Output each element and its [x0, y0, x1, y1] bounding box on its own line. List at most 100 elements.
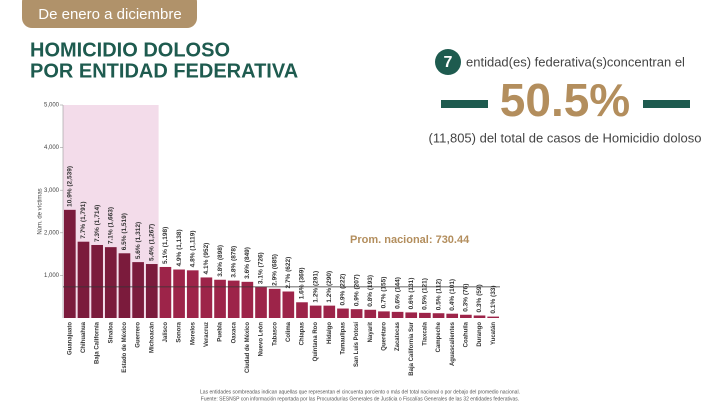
value-label: 6.5% (1,519) — [121, 213, 128, 250]
value-label: 0.9% (222) — [340, 274, 347, 306]
x-tick-label: Baja California Sur — [409, 321, 415, 375]
x-tick-label: Chihuahua — [81, 321, 87, 353]
bar — [282, 291, 295, 318]
bar — [309, 305, 322, 318]
period: De enero a diciembre — [38, 6, 181, 23]
value-label: 5.4% (1,267) — [148, 224, 155, 261]
bar — [405, 312, 418, 318]
x-tick-label: Campeche — [436, 321, 442, 352]
x-tick-label: Coahuila — [463, 321, 469, 347]
value-label: 0.6% (131) — [408, 278, 415, 310]
bar — [159, 266, 172, 318]
x-tick-label: Tamaulipas — [341, 321, 347, 354]
period-tag — [22, 0, 197, 28]
value-label: 0.5% (112) — [435, 279, 442, 310]
x-tick-label: Puebla — [218, 321, 224, 341]
bar — [118, 253, 131, 318]
value-label: 2.9% (685) — [271, 254, 278, 286]
x-tick-label: Guanajuato — [67, 322, 73, 355]
y-tick-label: 3,000 — [44, 188, 60, 194]
bar — [91, 244, 103, 318]
y-axis-label: Núm. de víctimas — [38, 188, 44, 234]
bar — [473, 315, 486, 318]
bar — [391, 311, 404, 318]
value-label: 4.8% (1,119) — [189, 230, 196, 267]
bar — [241, 281, 254, 318]
bar — [186, 270, 199, 318]
value-label: 0.3% (59) — [476, 284, 483, 312]
value-label: 0.1% (33) — [490, 285, 497, 313]
bar — [364, 309, 377, 318]
value-label: 0.5% (121) — [422, 278, 429, 310]
bar — [487, 316, 499, 318]
average-label: Prom. nacional: 730.44 — [350, 234, 470, 246]
bar — [255, 287, 267, 318]
bar — [337, 308, 349, 318]
count: 7 — [444, 54, 453, 71]
bar — [296, 302, 308, 318]
x-tick-label: Durango — [477, 322, 483, 347]
detail: (11,805) del total de casos de Homicidio… — [429, 130, 702, 145]
x-tick-label: Sinaloa — [108, 321, 114, 343]
x-tick-label: Ciudad de México — [245, 322, 251, 373]
y-tick-label: 2,000 — [44, 230, 60, 236]
x-tick-label: Tlaxcala — [422, 321, 428, 345]
title: HOMICIDIO DOLOSO — [30, 39, 230, 61]
value-label: 5.1% (1,198) — [162, 227, 169, 264]
bar — [64, 209, 76, 318]
percent: 50.5% — [500, 74, 630, 126]
x-tick-label: Chiapas — [300, 321, 306, 345]
bar — [432, 313, 445, 318]
x-tick-label: Aguascalientes — [450, 321, 456, 366]
bar — [173, 269, 185, 318]
bar — [227, 280, 240, 318]
y-tick-label: 5,000 — [44, 103, 60, 109]
bar — [132, 262, 144, 318]
bar — [214, 279, 226, 318]
x-tick-label: Tabasco — [272, 322, 278, 346]
x-tick-label: Nayarit — [368, 322, 374, 342]
x-tick-label: Quintana Roo — [313, 322, 319, 362]
decor-bar — [441, 100, 488, 108]
bar — [145, 264, 158, 318]
footnote: Las entidades sombreadas indican aquella… — [200, 389, 520, 395]
x-tick-label: San Luis Potosí — [354, 322, 360, 367]
value-label: 3.1% (726) — [258, 252, 265, 284]
x-tick-label: Sonora — [177, 321, 183, 342]
value-label: 3.6% (849) — [244, 247, 251, 279]
value-label: 0.4% (101) — [449, 279, 456, 311]
decor-bar — [643, 100, 690, 108]
value-label: 4.1% (952) — [203, 243, 210, 275]
bar — [460, 314, 472, 318]
value-label: 0.8% (193) — [367, 275, 374, 307]
bar — [104, 247, 117, 318]
x-tick-label: Oaxaca — [231, 321, 237, 343]
value-label: 0.6% (144) — [394, 277, 401, 309]
count-text: entidad(es) federativa(s)concentran el — [466, 54, 685, 69]
value-label: 0.7% (155) — [381, 277, 388, 309]
x-tick-label: Zacatecas — [395, 321, 401, 351]
x-tick-label: Guerrero — [136, 322, 142, 348]
value-label: 10.9% (2,539) — [67, 166, 74, 207]
x-tick-label: Baja California — [95, 321, 101, 364]
value-label: 7.1% (1,663) — [108, 207, 115, 244]
bar — [350, 309, 363, 318]
x-tick-label: Colima — [286, 321, 292, 342]
chart: 1,000 2,000 3,000 4,000 5,000 Núm. de víctima… — [38, 103, 500, 376]
bar — [419, 312, 431, 318]
bar — [77, 241, 90, 318]
value-label: 3.8% (878) — [230, 246, 237, 278]
bar — [268, 288, 281, 318]
x-tick-label: Veracruz — [204, 322, 210, 347]
value-label: 3.8% (898) — [217, 245, 224, 277]
value-label: 0.9% (207) — [353, 274, 360, 306]
count-badge — [435, 49, 461, 75]
y-tick-label: 1,000 — [44, 273, 60, 279]
value-label: 5.6% (1,312) — [135, 222, 142, 259]
x-tick-label: Jalisco — [163, 322, 169, 343]
x-tick-label: Estado de México — [122, 322, 128, 373]
title: POR ENTIDAD FEDERATIVA — [30, 60, 298, 82]
footnote: Fuente: SESNSP con información reportada… — [201, 396, 519, 402]
x-tick-label: Yucatán — [491, 322, 497, 345]
